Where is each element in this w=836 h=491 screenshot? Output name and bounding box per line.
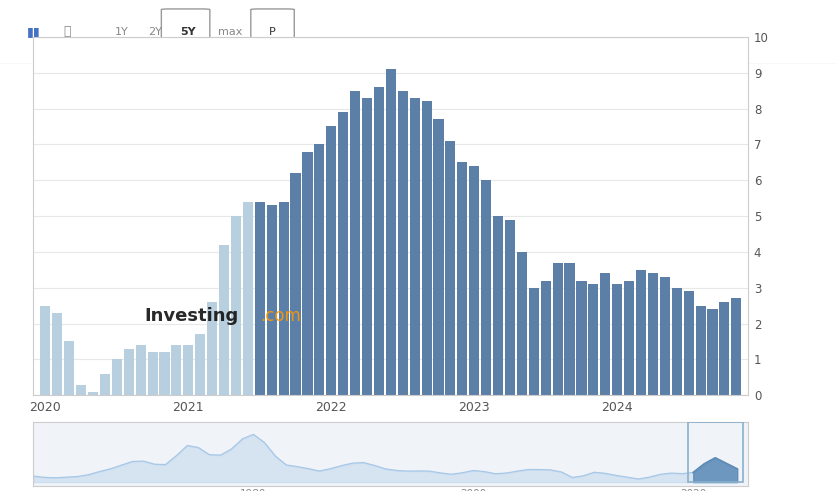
Bar — [684, 291, 694, 395]
Bar — [290, 173, 301, 395]
Bar — [696, 305, 706, 395]
Bar — [589, 284, 599, 395]
Bar — [303, 152, 313, 395]
Bar — [76, 384, 86, 395]
Bar — [517, 252, 527, 395]
Bar — [421, 101, 431, 395]
Bar — [171, 345, 181, 395]
Bar — [88, 392, 98, 395]
Bar — [612, 284, 622, 395]
Bar — [564, 263, 574, 395]
Bar — [124, 349, 134, 395]
Text: 2021: 2021 — [172, 401, 204, 414]
Bar — [493, 216, 503, 395]
Bar — [338, 112, 349, 395]
Text: 〜: 〜 — [64, 26, 70, 38]
Bar — [648, 273, 658, 395]
Bar — [553, 263, 563, 395]
Bar — [160, 352, 170, 395]
Bar — [541, 280, 551, 395]
Bar — [688, 422, 742, 482]
Bar — [64, 342, 74, 395]
Bar — [99, 374, 110, 395]
Text: max: max — [217, 27, 242, 37]
Bar — [183, 345, 193, 395]
Bar — [481, 180, 492, 395]
Bar — [135, 345, 145, 395]
Text: 2020: 2020 — [29, 401, 61, 414]
Bar — [278, 202, 288, 395]
Bar — [410, 98, 420, 395]
Bar — [446, 141, 456, 395]
Bar — [457, 162, 467, 395]
Bar — [732, 299, 742, 395]
Bar — [242, 202, 253, 395]
Bar — [147, 352, 158, 395]
Bar — [326, 126, 336, 395]
FancyBboxPatch shape — [161, 9, 210, 55]
Text: ▮▮: ▮▮ — [27, 26, 40, 38]
Bar — [255, 202, 265, 395]
Bar — [398, 90, 408, 395]
Text: Investing: Investing — [145, 307, 238, 326]
Text: 2Y: 2Y — [148, 27, 161, 37]
Bar — [267, 205, 277, 395]
Text: 2024: 2024 — [601, 401, 633, 414]
Bar — [636, 270, 646, 395]
Bar — [660, 277, 670, 395]
Bar — [195, 334, 206, 395]
Bar — [314, 144, 324, 395]
Bar — [469, 166, 479, 395]
Text: 2022: 2022 — [315, 401, 347, 414]
Bar — [219, 245, 229, 395]
Bar — [528, 288, 539, 395]
Text: .com: .com — [261, 307, 302, 326]
Text: 2023: 2023 — [458, 401, 490, 414]
Bar — [40, 305, 50, 395]
Text: P: P — [269, 27, 276, 37]
Bar — [362, 98, 372, 395]
Bar — [576, 280, 587, 395]
FancyBboxPatch shape — [251, 9, 294, 55]
Text: 1Y: 1Y — [115, 27, 128, 37]
Bar — [374, 87, 384, 395]
Bar — [719, 302, 730, 395]
Bar — [385, 69, 396, 395]
Bar — [207, 302, 217, 395]
Bar — [505, 219, 515, 395]
Bar — [52, 313, 63, 395]
Bar — [707, 309, 717, 395]
Text: 5Y: 5Y — [181, 27, 196, 37]
Bar — [350, 90, 360, 395]
Bar — [600, 273, 610, 395]
Bar — [231, 216, 241, 395]
Bar — [671, 288, 682, 395]
Bar — [433, 119, 444, 395]
Bar — [112, 359, 122, 395]
Bar — [624, 280, 635, 395]
